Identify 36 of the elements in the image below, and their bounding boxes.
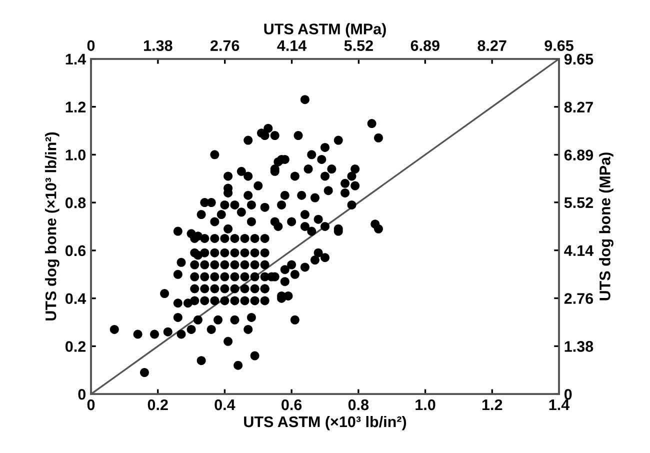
y2-tick-label: 1.38	[564, 341, 594, 352]
x-tick-label: 0	[87, 399, 95, 410]
x-tick-label: 1.2	[482, 399, 502, 410]
y2-tick-label: 9.65	[564, 54, 594, 65]
y-tick-label: 1.0	[66, 150, 86, 160]
x2-tick-label: 4.14	[277, 40, 307, 51]
y-tick-label: 1.4	[66, 54, 86, 64]
y2-tick-label: 2.76	[564, 293, 594, 304]
x2-axis-title: UTS ASTM (MPa)	[264, 23, 386, 38]
x-tick-label: 0.4	[214, 399, 236, 410]
x-tick-label: 0.2	[148, 399, 168, 410]
y-tick-label: 0.4	[66, 293, 86, 304]
x-tick-label: 1.4	[549, 400, 570, 410]
x2-tick-label: 2.76	[210, 40, 240, 52]
y2-tick-label: 5.52	[564, 197, 593, 208]
y2-tick-label: 8.27	[564, 102, 593, 113]
x-tick-label: 1.0	[416, 399, 436, 410]
x2-tick-label: 9.65	[544, 40, 574, 52]
x-tick-label: 0.8	[348, 399, 369, 410]
y-tick-label: 0.6	[66, 245, 86, 256]
y2-tick-label: 6.89	[564, 150, 594, 160]
y-tick-label: 0.8	[66, 197, 86, 208]
y-tick-label: 0.2	[66, 341, 86, 352]
y-tick-label: 1.2	[66, 102, 86, 112]
x2-tick-label: 5.52	[344, 40, 373, 52]
x2-tick-label: 6.89	[410, 40, 440, 52]
x2-tick-label: 0	[87, 40, 95, 52]
x2-tick-label: 1.38	[144, 40, 172, 52]
y2-tick-label: 4.14	[564, 245, 594, 256]
y2-tick-label: 0	[564, 388, 572, 400]
x-axis-title: UTS ASTM (×10³ lb/in²)	[244, 416, 406, 430]
x2-tick-label: 8.27	[478, 40, 506, 52]
y-axis-title: UTS dog bone (×10³ lb/in²)	[45, 132, 60, 320]
y-tick-label: 0	[78, 388, 86, 400]
y2-axis-title: UTS dog bone (MPa)	[599, 152, 614, 300]
x-tick-label: 0.6	[282, 399, 302, 410]
